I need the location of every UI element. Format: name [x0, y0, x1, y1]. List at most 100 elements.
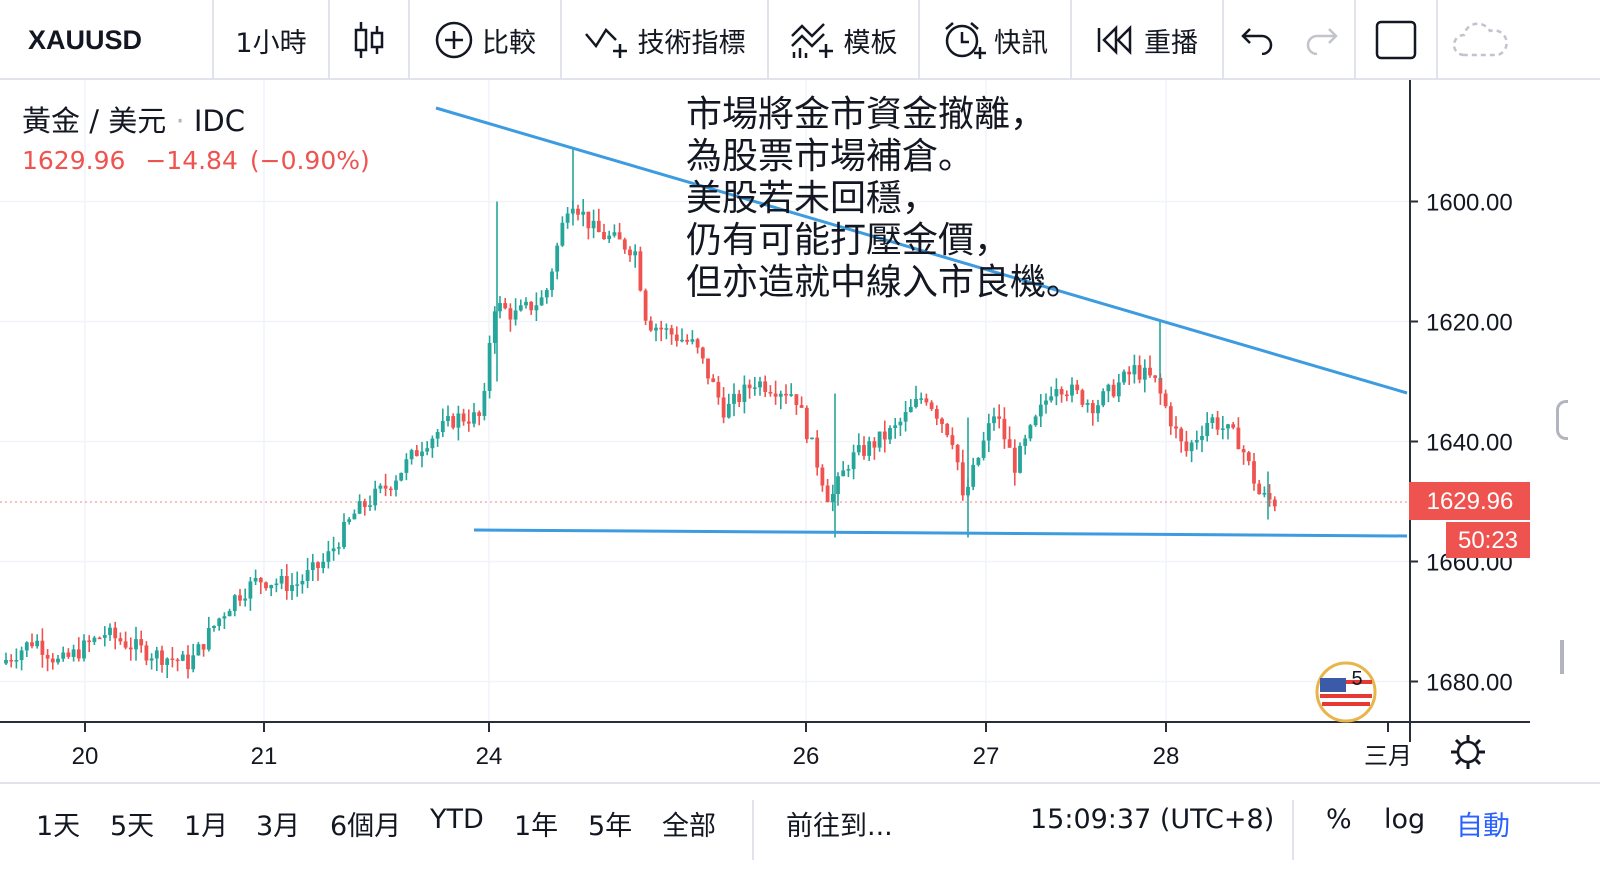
candle-body	[336, 547, 341, 549]
candle-body	[1007, 439, 1012, 448]
percent-scale-toggle[interactable]: %	[1326, 804, 1352, 835]
compare-button[interactable]: 比較	[410, 0, 562, 80]
interval-button[interactable]: 1小時	[214, 0, 330, 80]
economic-events-badge[interactable]: 5	[1315, 661, 1377, 723]
candle-body	[1023, 438, 1028, 446]
range-1y-button[interactable]: 1年	[514, 811, 559, 842]
candle-body	[695, 339, 700, 348]
candle-body	[659, 327, 664, 330]
undo-button[interactable]	[1224, 0, 1290, 80]
time-axis[interactable]: 20 21 24 26 27 28 三月	[72, 722, 1412, 770]
candle-body	[1137, 365, 1142, 380]
candle-body	[1101, 391, 1106, 406]
chart-settings-gear-icon[interactable]	[1451, 735, 1485, 769]
goto-date-button[interactable]: 前往到...	[786, 811, 893, 842]
range-all-button[interactable]: 全部	[662, 811, 716, 842]
candle-body	[139, 639, 144, 646]
resistance-trendline[interactable]	[435, 106, 1408, 395]
candle-body	[14, 660, 19, 662]
legend-change-pct: (−0.90%)	[249, 146, 370, 175]
candle-body	[35, 640, 40, 647]
log-scale-toggle[interactable]: log	[1384, 804, 1426, 835]
candle-body	[1070, 384, 1074, 396]
candle-body	[1163, 393, 1168, 407]
symbol-search-button[interactable]: XAUUSD	[0, 0, 214, 80]
candle-body	[279, 575, 284, 584]
candle-body	[674, 334, 679, 341]
candle-body	[591, 220, 596, 229]
candle-body	[1262, 492, 1267, 495]
auto-scale-toggle[interactable]: 自動	[1456, 811, 1510, 842]
bottom-toolbar: 1天 5天 1月 3月 6個月 YTD 1年 5年 全部 前往到... 15:0…	[0, 782, 1600, 876]
range-3m-button[interactable]: 3月	[256, 811, 301, 842]
templates-label: 模板	[843, 27, 898, 59]
layout-button[interactable]	[1356, 0, 1438, 80]
range-5y-button[interactable]: 5年	[588, 811, 633, 842]
candle-body	[310, 562, 315, 571]
candle-body	[1257, 483, 1262, 495]
grid	[0, 80, 1410, 722]
candle-body	[477, 412, 482, 416]
templates-icon	[790, 23, 833, 58]
candle-body	[186, 654, 190, 670]
candle-body	[1252, 461, 1256, 484]
candle-body	[82, 640, 86, 659]
indicators-label: 技術指標	[637, 27, 746, 59]
annotation-line: 市場將金市資金撤離，	[686, 94, 1047, 135]
candle-body	[778, 393, 783, 397]
candle-body	[290, 585, 294, 592]
range-ytd-button[interactable]: YTD	[430, 804, 484, 835]
candle-body	[945, 423, 950, 436]
legend-last-price: 1629.96	[22, 146, 126, 175]
candle-body	[9, 660, 14, 662]
indicators-button[interactable]: 技術指標	[562, 0, 769, 80]
candle-body	[836, 476, 840, 495]
candle-body	[269, 585, 274, 589]
candle-body	[1246, 452, 1251, 462]
candle-body	[243, 598, 248, 601]
candle-body	[362, 501, 367, 507]
candle-body	[711, 378, 716, 382]
chart-type-button[interactable]	[330, 0, 410, 80]
range-1d-button[interactable]: 1天	[36, 811, 81, 842]
timezone-clock[interactable]: 15:09:37 (UTC+8)	[1030, 804, 1275, 835]
alerts-button[interactable]: 快訊	[920, 0, 1072, 80]
legend-price-row: 1629.96 −14.84 (−0.90%)	[22, 146, 382, 175]
current-price-label: 1629.96	[1427, 488, 1514, 515]
candle-body	[737, 393, 742, 402]
redo-button[interactable]	[1290, 0, 1356, 80]
candle-body	[1205, 422, 1210, 436]
save-cloud-button[interactable]	[1438, 0, 1538, 80]
range-1m-button[interactable]: 1月	[184, 811, 229, 842]
candle-body	[191, 655, 196, 670]
range-6m-button[interactable]: 6個月	[330, 811, 402, 842]
candle-body	[108, 627, 112, 636]
support-trendline[interactable]	[473, 528, 1408, 538]
candle-body	[810, 437, 814, 440]
side-panel-handle[interactable]	[1556, 400, 1568, 440]
candle-body	[851, 452, 856, 470]
range-5d-button[interactable]: 5天	[110, 811, 155, 842]
candle-body	[1194, 439, 1199, 443]
candle-body	[149, 658, 154, 661]
current-price-tag	[1409, 482, 1530, 520]
candle-body	[882, 431, 887, 440]
replay-button[interactable]: 重播	[1072, 0, 1224, 80]
candle-body	[440, 421, 445, 433]
candle-body	[300, 580, 305, 585]
side-panel-handle[interactable]	[1560, 640, 1564, 674]
candle-body	[893, 425, 898, 429]
candle-body	[1111, 384, 1116, 397]
candle-body	[690, 339, 695, 342]
candle-body	[1226, 424, 1230, 429]
candle-body	[1028, 425, 1033, 439]
candle-body	[940, 418, 944, 424]
candle-body	[1168, 406, 1173, 427]
templates-button[interactable]: 模板	[769, 0, 920, 80]
candle-body	[414, 450, 419, 457]
candle-body	[643, 290, 648, 321]
bottom-divider	[1292, 800, 1294, 860]
candles-icon	[354, 22, 384, 58]
